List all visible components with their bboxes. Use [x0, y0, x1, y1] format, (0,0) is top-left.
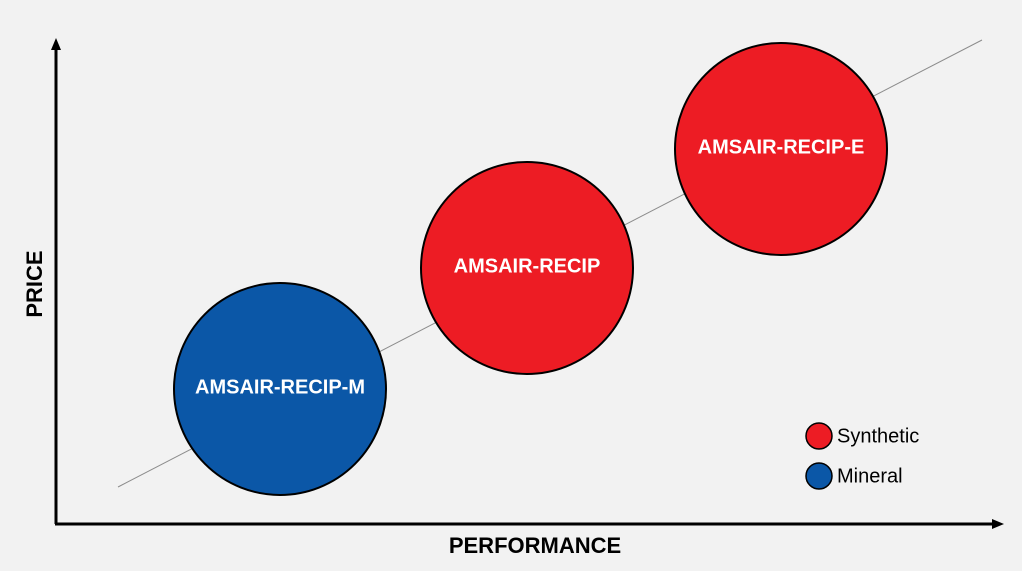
node-label: AMSAIR-RECIP-M: [195, 376, 365, 398]
node-circle: [420, 161, 634, 375]
node-circle: [173, 282, 387, 496]
legend-swatch: [805, 462, 833, 490]
x-arrow: [992, 519, 1004, 529]
x-axis-label: PERFORMANCE: [449, 533, 621, 558]
legend-swatch: [805, 422, 833, 450]
nodes: AMSAIR-RECIP-M AMSAIR-RECIP AMSAIR-RECIP-E: [173, 42, 888, 496]
y-arrow: [51, 38, 61, 50]
legend-label: Mineral: [837, 465, 903, 487]
node-circle: [674, 42, 888, 256]
node-label: AMSAIR-RECIP-E: [698, 136, 865, 158]
y-axis-label: PRICE: [22, 250, 47, 317]
node-label: AMSAIR-RECIP: [454, 255, 601, 277]
legend: Synthetic Mineral: [805, 422, 919, 490]
legend-label: Synthetic: [837, 425, 919, 447]
